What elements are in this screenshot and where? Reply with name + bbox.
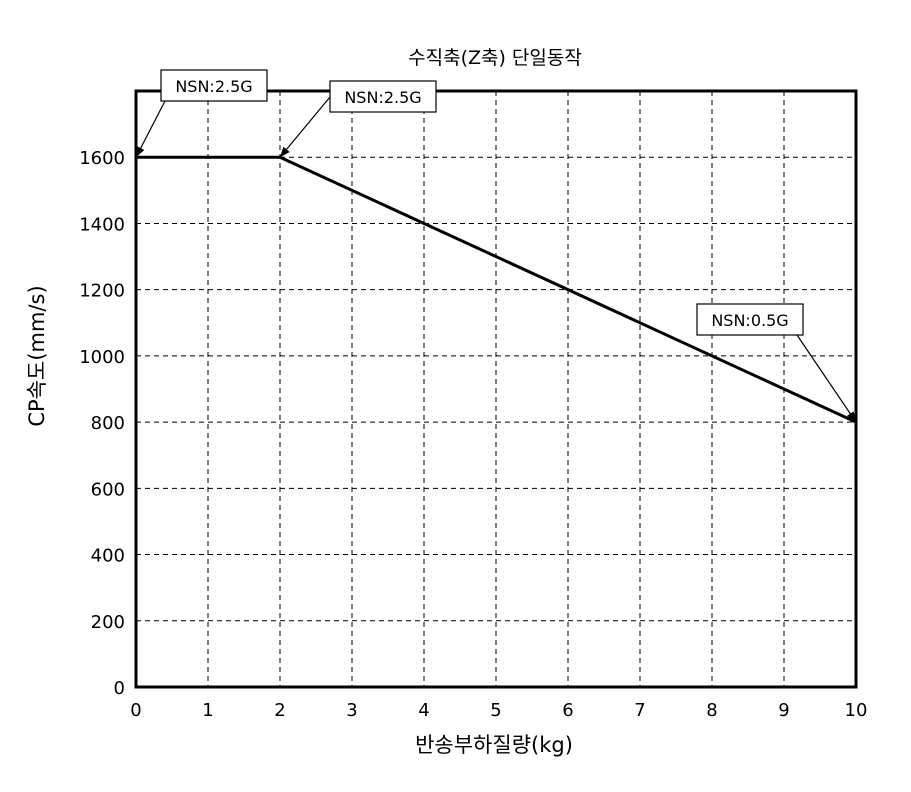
x-tick-label: 1 [202, 700, 213, 721]
chart-title: 수직축(Z축) 단일동작 [408, 47, 582, 69]
x-tick-label: 7 [634, 700, 645, 721]
x-tick-label: 8 [706, 700, 717, 721]
x-tick-label: 0 [130, 700, 141, 721]
callout-arrowhead [846, 411, 856, 423]
x-tick-label: 5 [490, 700, 501, 721]
y-tick-label: 1600 [79, 148, 125, 169]
callout-arrow [796, 334, 857, 423]
callout-arrowhead [136, 146, 145, 158]
y-axis-title: CP속도(mm/s) [25, 285, 49, 426]
grid-lines [136, 91, 856, 687]
callout-label: NSN:2.5G [175, 77, 252, 96]
plot-frame [134, 89, 858, 689]
callout: NSN:2.5G [279, 80, 437, 158]
callout-arrow [279, 96, 331, 158]
x-tick-label: 9 [778, 700, 789, 721]
y-tick-label: 200 [91, 612, 125, 633]
x-tick-labels: 0 1 2 3 4 5 6 7 8 9 10 [130, 700, 867, 721]
x-tick-label: 4 [418, 700, 429, 721]
callout-box [696, 303, 804, 336]
callout: NSN:0.5G [696, 303, 857, 423]
y-tick-label: 1200 [79, 281, 125, 302]
x-tick-label: 10 [845, 700, 868, 721]
callout-arrowhead [280, 146, 290, 158]
y-tick-label: 0 [114, 678, 125, 699]
y-tick-label: 400 [91, 546, 125, 567]
callout-label: NSN:2.5G [344, 88, 421, 107]
callout-box [329, 80, 437, 113]
callout-label: NSN:0.5G [711, 311, 788, 330]
callout-arrow [135, 100, 166, 158]
y-tick-label: 1400 [79, 214, 125, 235]
callout-box [160, 69, 268, 102]
y-tick-label: 800 [91, 413, 125, 434]
x-axis-title: 반송부하질량(kg) [415, 733, 573, 757]
callout: NSN:2.5G [135, 69, 268, 158]
y-tick-label: 1000 [79, 347, 125, 368]
y-tick-labels: 0 200 400 600 800 1000 1200 1400 1600 [79, 148, 125, 699]
x-tick-label: 2 [274, 700, 285, 721]
x-tick-label: 3 [346, 700, 357, 721]
x-tick-label: 6 [562, 700, 573, 721]
callouts: NSN:2.5G NSN:2.5G NSN:0.5G [135, 69, 857, 423]
y-tick-label: 600 [91, 479, 125, 500]
